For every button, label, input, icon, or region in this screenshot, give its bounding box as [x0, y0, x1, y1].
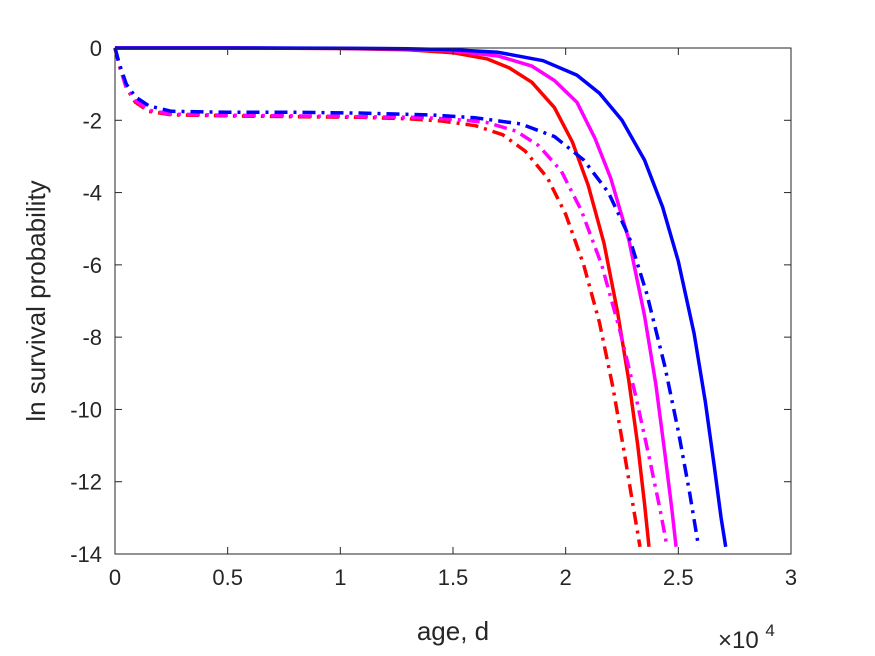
plot-area — [115, 48, 791, 554]
x-axis-exponent-power: 4 — [765, 621, 774, 640]
x-tick-label: 0 — [109, 565, 121, 590]
x-axis-exponent-base: ×10 — [718, 627, 759, 654]
y-tick-label: -4 — [82, 181, 102, 206]
y-tick-label: -2 — [82, 108, 102, 133]
series-line-5-dashdot — [113, 47, 669, 548]
x-tick-label: 3 — [785, 565, 797, 590]
y-tick-label: -10 — [70, 397, 102, 422]
series-layer — [113, 46, 728, 548]
series-line-3-solid — [115, 46, 728, 548]
y-tick-label: 0 — [90, 36, 102, 61]
y-axis-label: ln survival probability — [21, 180, 51, 421]
x-tick-label: 2 — [560, 565, 572, 590]
x-axis-exponent: ×10 4 — [718, 621, 775, 654]
x-tick-label: 1.5 — [438, 565, 469, 590]
y-tick-label: -8 — [82, 325, 102, 350]
x-tick-label: 2.5 — [663, 565, 694, 590]
x-tick-label: 1 — [334, 565, 346, 590]
y-tick-label: -14 — [70, 542, 102, 567]
y-tick-label: -6 — [82, 253, 102, 278]
x-axis-ticks: 0 0.5 1 1.5 2 2.5 3 — [109, 48, 797, 590]
y-axis-ticks: 0 -2 -4 -6 -8 -10 -12 -14 — [70, 36, 791, 567]
y-tick-label: -12 — [70, 470, 102, 495]
series-line-6-dashdot — [113, 47, 701, 548]
x-axis-label: age, d — [417, 616, 489, 646]
x-tick-label: 0.5 — [212, 565, 243, 590]
